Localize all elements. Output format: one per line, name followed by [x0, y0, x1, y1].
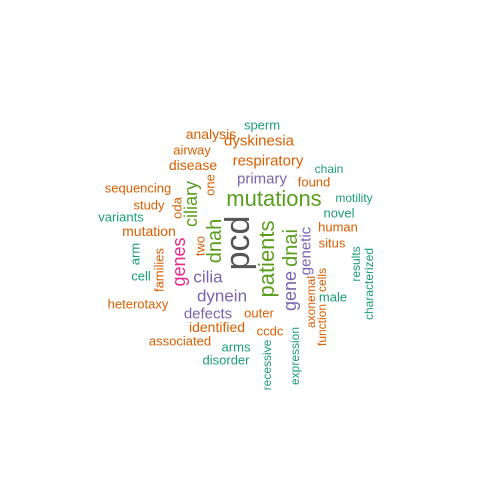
word-disorder: disorder	[202, 352, 250, 368]
word-results: results	[349, 246, 363, 282]
word-outer: outer	[244, 305, 274, 321]
word-dyskinesia: dyskinesia	[223, 132, 295, 150]
word-recessive: recessive	[260, 339, 274, 391]
word-motility: motility	[335, 191, 373, 205]
word-oda: oda	[169, 197, 185, 219]
word-defects: defects	[183, 305, 233, 323]
word-variants: variants	[98, 209, 144, 225]
word-cell: cell	[131, 268, 151, 284]
word-sperm: sperm	[243, 117, 281, 133]
word-heterotaxy: heterotaxy	[107, 296, 169, 312]
word-one: one	[202, 174, 218, 196]
word-pcd: pcd	[219, 215, 257, 271]
word-cells: cells	[315, 267, 329, 293]
word-ciliary: ciliary	[181, 180, 201, 228]
word-patients: patients	[254, 220, 279, 298]
word-study: study	[133, 197, 165, 213]
word-gene: gene	[280, 270, 300, 312]
word-function: function	[315, 303, 329, 347]
word-dynein: dynein	[196, 286, 248, 306]
word-families: families	[151, 247, 167, 293]
word-situs: situs	[318, 235, 346, 251]
word-genes: genes	[169, 237, 189, 287]
word-analysis: analysis	[185, 126, 237, 142]
word-chain: chain	[314, 162, 344, 176]
word-dnah: dnah	[204, 218, 226, 264]
word-arms: arms	[221, 339, 251, 355]
word-genetic: genetic	[297, 226, 315, 276]
word-characterized: characterized	[362, 247, 376, 321]
word-novel: novel	[323, 205, 355, 221]
word-human: human	[318, 219, 358, 235]
word-ccdc: ccdc	[256, 323, 284, 339]
word-sequencing: sequencing	[104, 180, 172, 196]
word-associated: associated	[148, 333, 212, 349]
word-airway: airway	[173, 142, 211, 158]
word-arm: arm	[127, 242, 143, 266]
word-mutations: mutations	[226, 186, 322, 211]
word-mutation: mutation	[122, 223, 176, 239]
word-cilia: cilia	[193, 267, 223, 287]
word-identified: identified	[188, 319, 246, 335]
word-expression: expression	[288, 326, 302, 386]
word-respiratory: respiratory	[232, 152, 304, 170]
word-disease: disease	[168, 157, 218, 173]
word-primary: primary	[236, 170, 288, 188]
word-male: male	[318, 289, 348, 305]
word-two: two	[192, 235, 208, 257]
word-found: found	[297, 174, 331, 190]
